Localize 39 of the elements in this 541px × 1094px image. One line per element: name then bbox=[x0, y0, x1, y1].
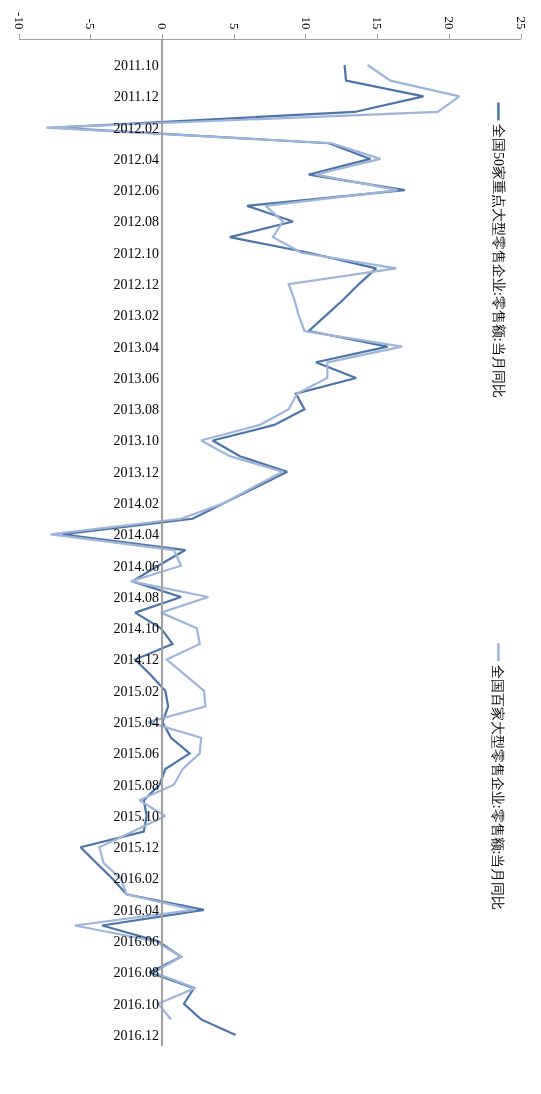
y-tick-label: 2015.08 bbox=[113, 777, 159, 793]
y-tick-label: 2015.06 bbox=[113, 746, 159, 762]
y-tick-label: 2015.12 bbox=[113, 840, 159, 856]
y-tick-label: 2016.12 bbox=[113, 1027, 159, 1043]
x-tick-label: 25 bbox=[513, 16, 529, 30]
x-tick-label: -10 bbox=[11, 12, 27, 30]
y-tick-label: 2013.08 bbox=[113, 402, 159, 418]
y-tick-label: 2014.06 bbox=[113, 558, 159, 574]
y-tick-label: 2012.06 bbox=[113, 183, 159, 199]
y-tick-label: 2016.02 bbox=[113, 871, 159, 887]
y-tick-label: 2016.10 bbox=[113, 996, 159, 1012]
y-tick-label: 2016.04 bbox=[113, 902, 159, 918]
y-tick-label: 2013.12 bbox=[113, 464, 159, 480]
legend-label: 全国百家大型零售企业:零售额:当月同比 bbox=[490, 664, 506, 911]
x-tick-label: 15 bbox=[370, 16, 386, 30]
y-tick-label: 2012.12 bbox=[113, 276, 159, 292]
y-tick-label: 2013.06 bbox=[113, 370, 159, 386]
y-tick-label: 2015.04 bbox=[113, 715, 159, 731]
legend-label: 全国50家重点大型零售企业:零售额:当月同比 bbox=[490, 123, 506, 398]
x-tick-label: 5 bbox=[226, 22, 242, 30]
y-tick-label: 2012.02 bbox=[113, 120, 159, 136]
y-tick-label: 2016.06 bbox=[113, 934, 159, 950]
y-tick-label: 2014.08 bbox=[113, 589, 159, 605]
y-tick-label: 2012.04 bbox=[113, 151, 159, 167]
y-tick-label: 2014.04 bbox=[113, 527, 159, 543]
y-tick-label: 2013.02 bbox=[113, 308, 159, 324]
x-tick-label: 0 bbox=[155, 22, 171, 30]
y-tick-label: 2013.04 bbox=[113, 339, 159, 355]
y-tick-label: 2015.02 bbox=[113, 683, 159, 699]
y-tick-label: 2012.08 bbox=[113, 214, 159, 230]
x-tick-label: 10 bbox=[298, 16, 314, 30]
x-tick-label: 20 bbox=[442, 16, 458, 30]
y-tick-label: 2011.10 bbox=[113, 57, 159, 73]
y-tick-label: 2014.02 bbox=[113, 496, 159, 511]
y-tick-label: 2011.12 bbox=[113, 89, 159, 105]
y-tick-label: 2013.10 bbox=[113, 433, 159, 449]
y-tick-label: 2012.10 bbox=[113, 245, 159, 261]
x-tick-label: -5 bbox=[83, 18, 99, 30]
y-tick-label: 2014.10 bbox=[113, 621, 159, 637]
